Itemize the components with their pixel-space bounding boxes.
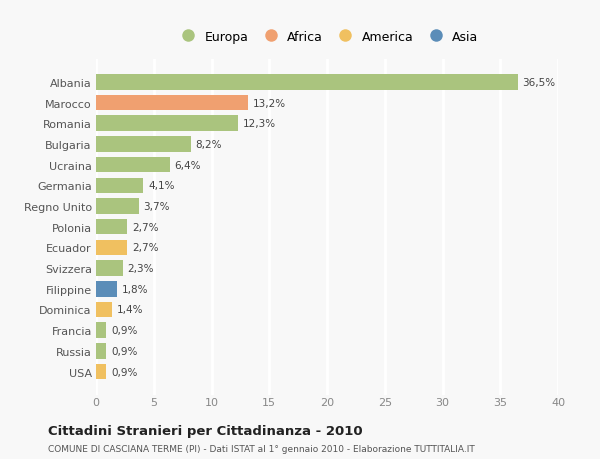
Legend: Europa, Africa, America, Asia: Europa, Africa, America, Asia (170, 26, 484, 49)
Bar (96, 95, 248, 111)
Text: 2,3%: 2,3% (127, 263, 154, 274)
Text: Cittadini Stranieri per Cittadinanza - 2010: Cittadini Stranieri per Cittadinanza - 2… (48, 424, 362, 437)
Bar (96, 302, 112, 318)
Text: 1,8%: 1,8% (121, 284, 148, 294)
Bar (96, 137, 191, 152)
Text: 4,1%: 4,1% (148, 181, 175, 191)
Bar (96, 178, 143, 194)
Text: 1,4%: 1,4% (117, 305, 143, 315)
Bar (96, 240, 127, 256)
Bar (96, 116, 238, 132)
Bar (96, 75, 518, 90)
Bar (96, 343, 106, 359)
Text: 3,7%: 3,7% (143, 202, 170, 212)
Text: 36,5%: 36,5% (522, 78, 556, 88)
Bar (96, 323, 106, 338)
Text: 8,2%: 8,2% (196, 140, 222, 150)
Text: 6,4%: 6,4% (175, 160, 201, 170)
Bar (96, 364, 106, 380)
Bar (96, 199, 139, 214)
Text: 2,7%: 2,7% (132, 222, 158, 232)
Text: 0,9%: 0,9% (111, 367, 137, 377)
Bar (96, 281, 117, 297)
Text: 12,3%: 12,3% (242, 119, 276, 129)
Text: 2,7%: 2,7% (132, 243, 158, 253)
Text: 0,9%: 0,9% (111, 346, 137, 356)
Text: 13,2%: 13,2% (253, 98, 286, 108)
Bar (96, 261, 122, 276)
Bar (96, 157, 170, 173)
Text: 0,9%: 0,9% (111, 325, 137, 336)
Text: COMUNE DI CASCIANA TERME (PI) - Dati ISTAT al 1° gennaio 2010 - Elaborazione TUT: COMUNE DI CASCIANA TERME (PI) - Dati IST… (48, 444, 475, 453)
Bar (96, 219, 127, 235)
